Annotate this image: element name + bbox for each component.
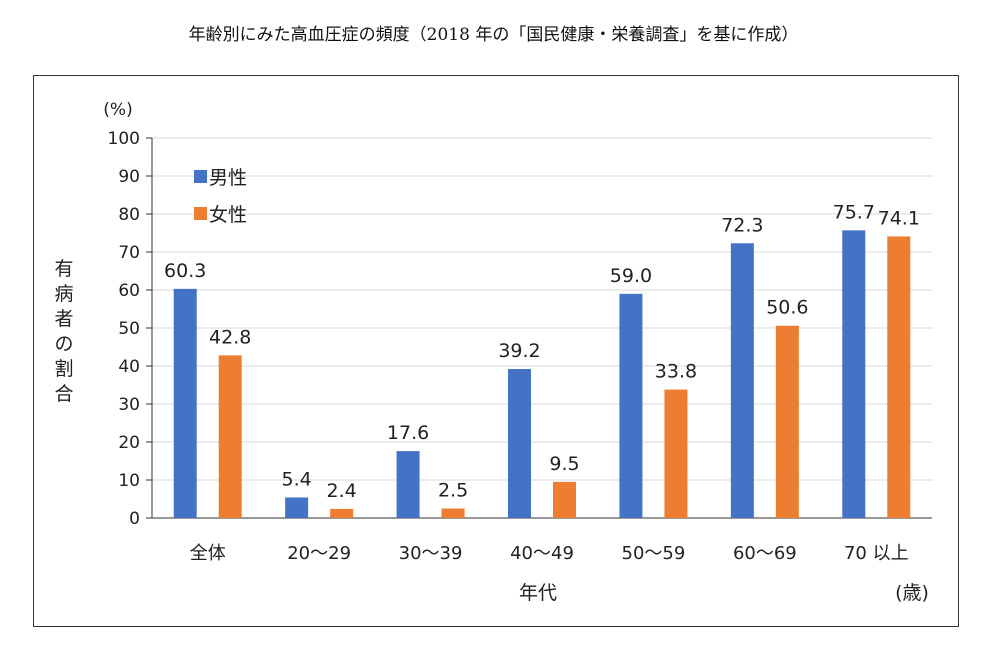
- data-label: 5.4: [282, 468, 312, 490]
- y-tick-label: 50: [118, 319, 140, 339]
- y-tick-label: 90: [118, 167, 140, 187]
- axes: 0 10 20 30 40 50 60 70 80 90 100 全体 20〜29 30〜39 40〜49 5…: [108, 129, 932, 564]
- chart-frame: [33, 75, 959, 627]
- bars: [173, 230, 911, 519]
- bar-male: [842, 230, 866, 518]
- data-label: 2.4: [327, 480, 357, 502]
- data-label: 60.3: [164, 260, 206, 282]
- data-label: 39.2: [498, 340, 540, 362]
- legend-label: 女性: [209, 204, 247, 226]
- bar-male: [173, 288, 197, 518]
- y-axis-label-char: 割: [54, 358, 73, 380]
- bar-female: [330, 508, 354, 518]
- y-tick-label: 40: [118, 357, 140, 377]
- data-label: 9.5: [549, 453, 579, 475]
- x-axis-unit: (歳): [895, 582, 929, 604]
- y-tick-label: 80: [118, 205, 140, 225]
- y-axis-label-char: 病: [54, 283, 73, 305]
- data-label: 72.3: [721, 214, 763, 236]
- bar-female: [441, 508, 465, 518]
- x-tick-label: 50〜59: [622, 543, 686, 564]
- legend-swatch: [194, 207, 207, 220]
- y-tick-label: 60: [118, 281, 140, 301]
- data-label: 2.5: [438, 480, 468, 502]
- y-axis-label-char: 有: [54, 258, 73, 280]
- bar-male: [396, 451, 420, 518]
- x-tick-label: 20〜29: [287, 543, 351, 564]
- bar-male: [285, 497, 309, 518]
- y-tick-label: 100: [108, 129, 140, 149]
- data-label: 75.7: [833, 201, 875, 223]
- x-tick-label: 全体: [190, 543, 226, 564]
- y-axis-label-char: 合: [54, 383, 73, 405]
- y-axis-unit: (%): [103, 100, 132, 120]
- y-tick-label: 70: [118, 243, 140, 263]
- gridlines: [152, 137, 932, 481]
- y-axis-label-char: 者: [54, 308, 73, 330]
- bar-female: [887, 236, 911, 519]
- chart-title: 年齢別にみた高血圧症の頻度（2018 年の「国民健康・栄養調査」を基に作成）: [188, 25, 799, 45]
- x-axis-label: 年代: [519, 582, 557, 604]
- bar-female: [218, 355, 242, 518]
- legend-label: 男性: [209, 167, 247, 189]
- x-tick-label: 70 以上: [844, 543, 909, 564]
- legend-swatch: [194, 170, 207, 183]
- bar-male: [508, 369, 531, 518]
- x-tick-label: 30〜39: [399, 543, 463, 564]
- data-labels: 60.3 42.8 5.4 2.4 17.6 2.5 39.2 9.5 59.0 33.8 72.3…: [164, 201, 920, 502]
- bar-female: [553, 481, 576, 518]
- y-tick-label: 10: [118, 471, 140, 491]
- bar-male: [619, 293, 643, 518]
- data-label: 42.8: [209, 326, 251, 348]
- y-tick-label: 0: [129, 509, 140, 529]
- y-axis-label-char: の: [54, 333, 73, 355]
- data-label: 17.6: [387, 422, 429, 444]
- y-tick-label: 30: [118, 395, 140, 415]
- bar-female: [775, 325, 799, 518]
- bar-male: [730, 243, 754, 518]
- data-label: 50.6: [766, 297, 808, 319]
- x-tick-label: 40〜49: [510, 543, 574, 564]
- x-tick-label: 60〜69: [733, 543, 797, 564]
- bar-female: [664, 389, 688, 518]
- y-tick-label: 20: [118, 433, 140, 453]
- data-label: 74.1: [878, 207, 920, 229]
- data-label: 59.0: [610, 265, 652, 287]
- data-label: 33.8: [655, 361, 697, 383]
